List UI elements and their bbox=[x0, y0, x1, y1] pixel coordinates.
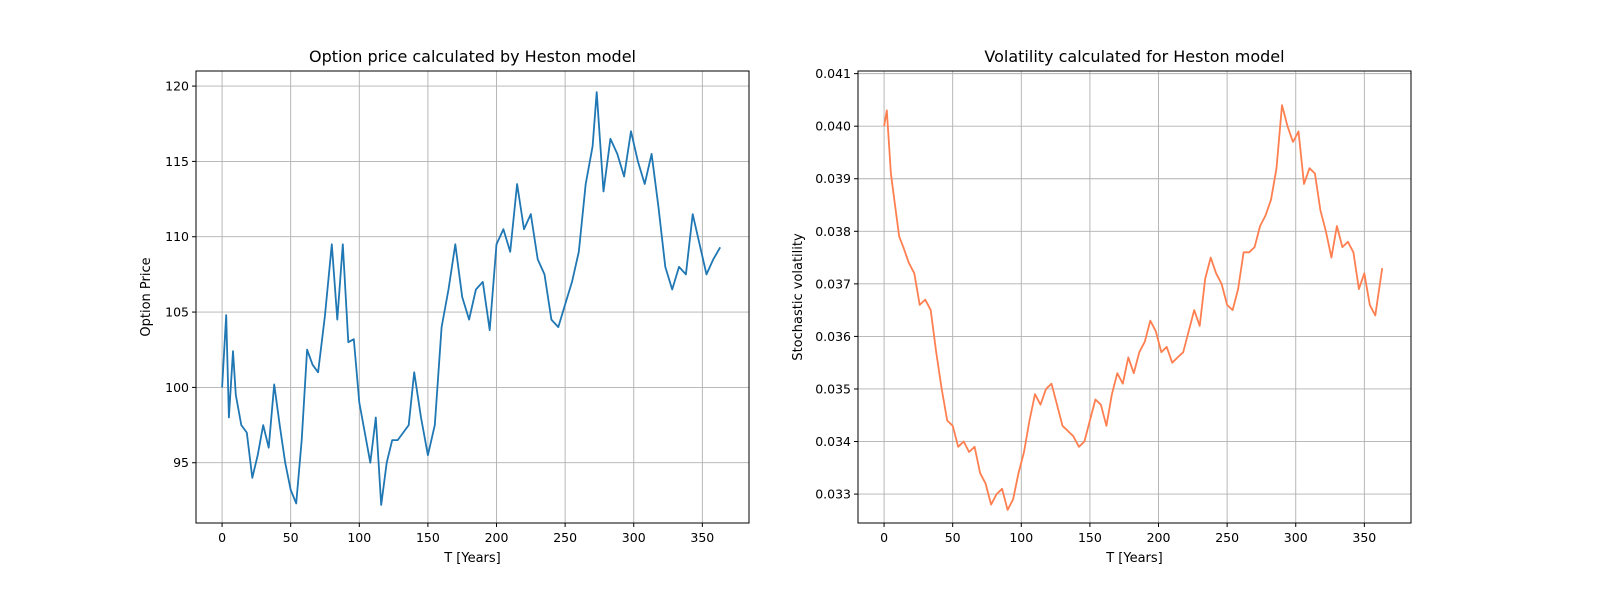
x-tick-label: 300 bbox=[622, 530, 646, 545]
x-tick-label: 50 bbox=[283, 530, 299, 545]
x-axis-label: T [Years] bbox=[443, 551, 501, 566]
y-tick-label: 0.036 bbox=[815, 329, 851, 344]
y-tick-label: 0.037 bbox=[815, 276, 851, 291]
y-tick-label: 0.038 bbox=[815, 224, 851, 239]
y-tick-label: 100 bbox=[165, 380, 189, 395]
series-line bbox=[883, 104, 1384, 511]
volatility-chart-panel: Volatility calculated for Heston model T… bbox=[791, 47, 1412, 566]
x-tick-label: 50 bbox=[945, 530, 961, 545]
x-tick-label: 200 bbox=[1147, 530, 1171, 545]
plot-frame bbox=[195, 70, 750, 524]
grid bbox=[858, 71, 1411, 523]
x-tick-label: 150 bbox=[416, 530, 440, 545]
y-tick-label: 0.034 bbox=[815, 434, 851, 449]
y-axis-label: Stochastic volatility bbox=[791, 233, 806, 361]
x-tick-label: 100 bbox=[1009, 530, 1033, 545]
x-tick-label: 200 bbox=[485, 530, 509, 545]
x-tick-label: 350 bbox=[690, 530, 714, 545]
y-tick-label: 0.041 bbox=[815, 66, 851, 81]
x-tick-label: 350 bbox=[1352, 530, 1376, 545]
y-tick-label: 0.033 bbox=[815, 487, 851, 502]
x-tick-label: 150 bbox=[1078, 530, 1102, 545]
y-tick-label: 120 bbox=[165, 79, 189, 94]
y-tick-label: 105 bbox=[165, 305, 189, 320]
y-tick-label: 110 bbox=[165, 229, 189, 244]
x-tick-label: 0 bbox=[218, 530, 226, 545]
chart-title: Volatility calculated for Heston model bbox=[984, 47, 1284, 66]
price-chart-panel: Option price calculated by Heston model … bbox=[139, 47, 750, 566]
x-tick-label: 300 bbox=[1284, 530, 1308, 545]
grid bbox=[196, 71, 749, 523]
chart-title: Option price calculated by Heston model bbox=[309, 47, 636, 66]
plot-frame bbox=[857, 70, 1412, 524]
x-tick-label: 100 bbox=[347, 530, 371, 545]
x-axis-label: T [Years] bbox=[1105, 551, 1163, 566]
y-tick-label: 95 bbox=[173, 455, 189, 470]
y-tick-label: 115 bbox=[165, 154, 189, 169]
y-axis-label: Option Price bbox=[139, 257, 154, 336]
x-tick-label: 250 bbox=[1215, 530, 1239, 545]
x-tick-label: 0 bbox=[880, 530, 888, 545]
y-tick-label: 0.040 bbox=[815, 119, 851, 134]
y-tick-label: 0.035 bbox=[815, 381, 851, 396]
series-line bbox=[221, 91, 721, 506]
x-tick-label: 250 bbox=[553, 530, 577, 545]
y-tick-label: 0.039 bbox=[815, 171, 851, 186]
